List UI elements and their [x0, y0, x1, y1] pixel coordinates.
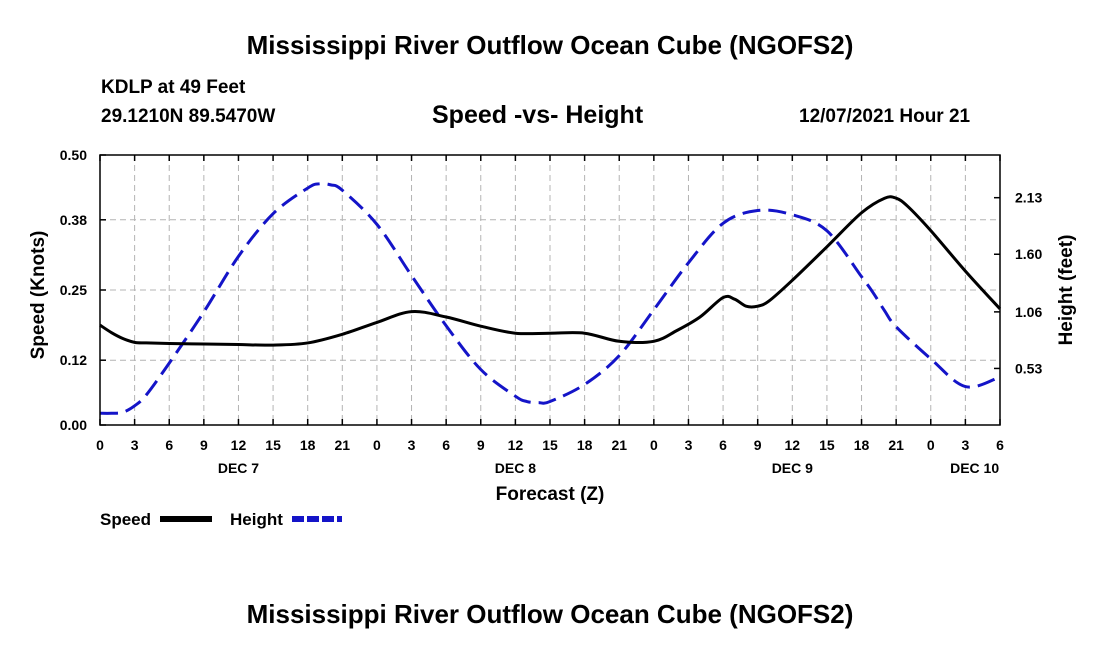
x-tick-label: 12 — [231, 437, 247, 453]
x-tick-label: 18 — [300, 437, 316, 453]
y2-tick-label: 0.53 — [1015, 360, 1042, 376]
station-label: KDLP at 49 Feet — [101, 77, 246, 98]
x-tick-label: 15 — [265, 437, 281, 453]
x-tick-label: 0 — [96, 437, 104, 453]
legend: Speed Height — [100, 510, 342, 529]
x-tick-label: 6 — [719, 437, 727, 453]
x-tick-label: 21 — [611, 437, 627, 453]
y-tick-label: 0.12 — [60, 352, 87, 368]
x-tick-label: 15 — [819, 437, 835, 453]
grid-lines — [100, 155, 1000, 425]
x-tick-label: 6 — [996, 437, 1004, 453]
x-tick-label: 18 — [854, 437, 870, 453]
x-tick-label: 0 — [650, 437, 658, 453]
x-tick-label: 3 — [685, 437, 693, 453]
height-series-line — [99, 182, 1001, 415]
x-tick-label: 9 — [754, 437, 762, 453]
x-tick-label: 3 — [961, 437, 969, 453]
forecast-datetime: 12/07/2021 Hour 21 — [799, 106, 971, 127]
x-tick-label: 12 — [785, 437, 801, 453]
station-coordinates: 29.1210N 89.5470W — [101, 106, 276, 127]
y-tick-label: 0.50 — [60, 147, 87, 163]
y-tick-label: 0.38 — [60, 212, 87, 228]
legend-label-height: Height — [230, 510, 283, 529]
x-tick-label: 21 — [888, 437, 904, 453]
x-tick-label: 6 — [165, 437, 173, 453]
x-tick-label: 0 — [373, 437, 381, 453]
axes: 0 3 6 9 12 15 18 21 0 3 6 9 12 15 18 21 0 3 6 9 12 15 18 21 0 3 6 0… — [28, 147, 1077, 505]
y2-tick-label: 1.60 — [1015, 246, 1042, 262]
x-tick-label: 12 — [508, 437, 524, 453]
y-tick-label: 0.00 — [60, 417, 87, 433]
date-label: DEC 8 — [495, 460, 536, 476]
chart-title: Mississippi River Outflow Ocean Cube (NG… — [246, 30, 854, 60]
y-tick-label: 0.25 — [60, 282, 87, 298]
legend-label-speed: Speed — [100, 510, 151, 529]
y-axis-title: Speed (Knots) — [28, 231, 49, 360]
y2-tick-label: 1.06 — [1015, 304, 1042, 320]
date-label: DEC 7 — [218, 460, 259, 476]
speed-height-chart: 0 3 6 9 12 15 18 21 0 3 6 9 12 15 18 21 0 3 6 9 12 15 18 21 0 3 6 0… — [28, 147, 1077, 529]
y2-axis-title: Height (feet) — [1056, 235, 1077, 346]
chart-subtitle: Speed -vs- Height — [432, 101, 644, 129]
x-tick-label: 0 — [927, 437, 935, 453]
footer-title: Mississippi River Outflow Ocean Cube (NG… — [246, 599, 854, 629]
series-layer — [99, 182, 1002, 415]
speed-series-line — [99, 195, 1002, 347]
x-tick-label: 3 — [131, 437, 139, 453]
x-tick-label: 9 — [200, 437, 208, 453]
x-tick-label: 6 — [442, 437, 450, 453]
x-tick-label: 9 — [477, 437, 485, 453]
y2-tick-label: 2.13 — [1015, 190, 1042, 206]
x-tick-label: 21 — [335, 437, 351, 453]
date-label: DEC 10 — [950, 460, 999, 476]
date-label: DEC 9 — [772, 460, 813, 476]
x-tick-label: 3 — [408, 437, 416, 453]
x-tick-label: 18 — [577, 437, 593, 453]
x-tick-label: 15 — [542, 437, 558, 453]
x-axis-title: Forecast (Z) — [496, 484, 605, 505]
